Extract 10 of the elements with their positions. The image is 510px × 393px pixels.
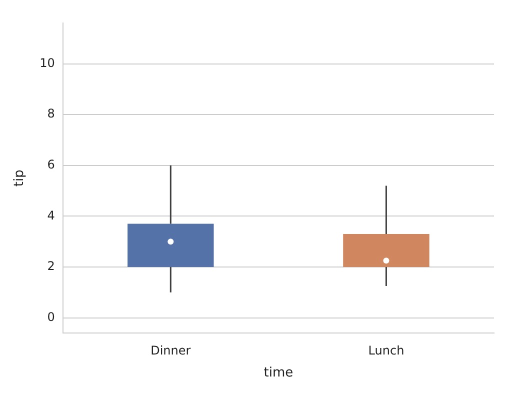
- y-tick-label: 6: [47, 158, 55, 172]
- x-axis-title: time: [264, 366, 294, 381]
- y-tick-label: 0: [47, 310, 55, 324]
- y-tick-label: 2: [47, 259, 55, 274]
- y-tick-label: 4: [47, 208, 55, 222]
- y-axis-title: tip: [12, 170, 28, 187]
- y-tick-label: 8: [47, 106, 55, 121]
- y-tick-label: 10: [40, 56, 55, 70]
- x-tick-label: Dinner: [150, 343, 191, 358]
- x-tick-label: Lunch: [368, 343, 404, 358]
